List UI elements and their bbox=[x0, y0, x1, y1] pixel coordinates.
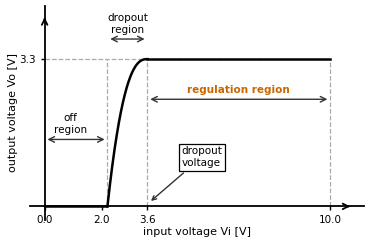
Text: dropout
voltage: dropout voltage bbox=[152, 146, 222, 200]
X-axis label: input voltage Vi [V]: input voltage Vi [V] bbox=[144, 227, 251, 237]
Y-axis label: output voltage Vo [V]: output voltage Vo [V] bbox=[7, 53, 18, 172]
Text: regulation region: regulation region bbox=[188, 85, 290, 95]
Text: off
region: off region bbox=[54, 113, 87, 135]
Text: dropout
region: dropout region bbox=[107, 13, 148, 35]
